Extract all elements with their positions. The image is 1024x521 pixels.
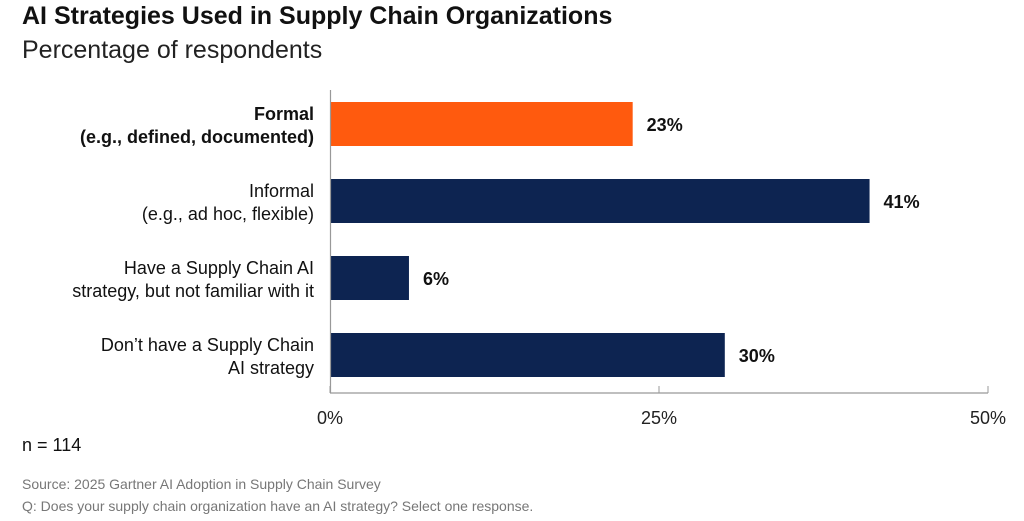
bar-value-label: 6% xyxy=(423,269,449,289)
bar xyxy=(330,102,633,146)
chart-subtitle: Percentage of respondents xyxy=(22,36,323,64)
category-label: AI strategy xyxy=(228,358,314,378)
category-label: Don’t have a Supply Chain xyxy=(101,335,314,355)
category-label: (e.g., ad hoc, flexible) xyxy=(142,204,314,224)
bar xyxy=(330,256,409,300)
bar-value-label: 30% xyxy=(739,346,775,366)
question-note: Q: Does your supply chain organization h… xyxy=(22,498,534,514)
category-label: Have a Supply Chain AI xyxy=(124,258,314,278)
x-tick-label: 0% xyxy=(317,408,343,428)
chart-title: AI Strategies Used in Supply Chain Organ… xyxy=(22,2,613,30)
source-note: Source: 2025 Gartner AI Adoption in Supp… xyxy=(22,476,381,492)
category-label: Informal xyxy=(249,181,314,201)
bar-value-label: 23% xyxy=(647,115,683,135)
bar xyxy=(330,179,870,223)
bar-value-label: 41% xyxy=(884,192,920,212)
x-tick-label: 50% xyxy=(970,408,1006,428)
x-tick-label: 25% xyxy=(641,408,677,428)
category-label: (e.g., defined, documented) xyxy=(80,127,314,147)
bar-chart: 23% Formal (e.g., defined, documented) 41% I… xyxy=(72,90,1006,428)
category-label: strategy, but not familiar with it xyxy=(72,281,314,301)
sample-size: n = 114 xyxy=(22,435,82,455)
category-label: Formal xyxy=(254,104,314,124)
bar xyxy=(330,333,725,377)
